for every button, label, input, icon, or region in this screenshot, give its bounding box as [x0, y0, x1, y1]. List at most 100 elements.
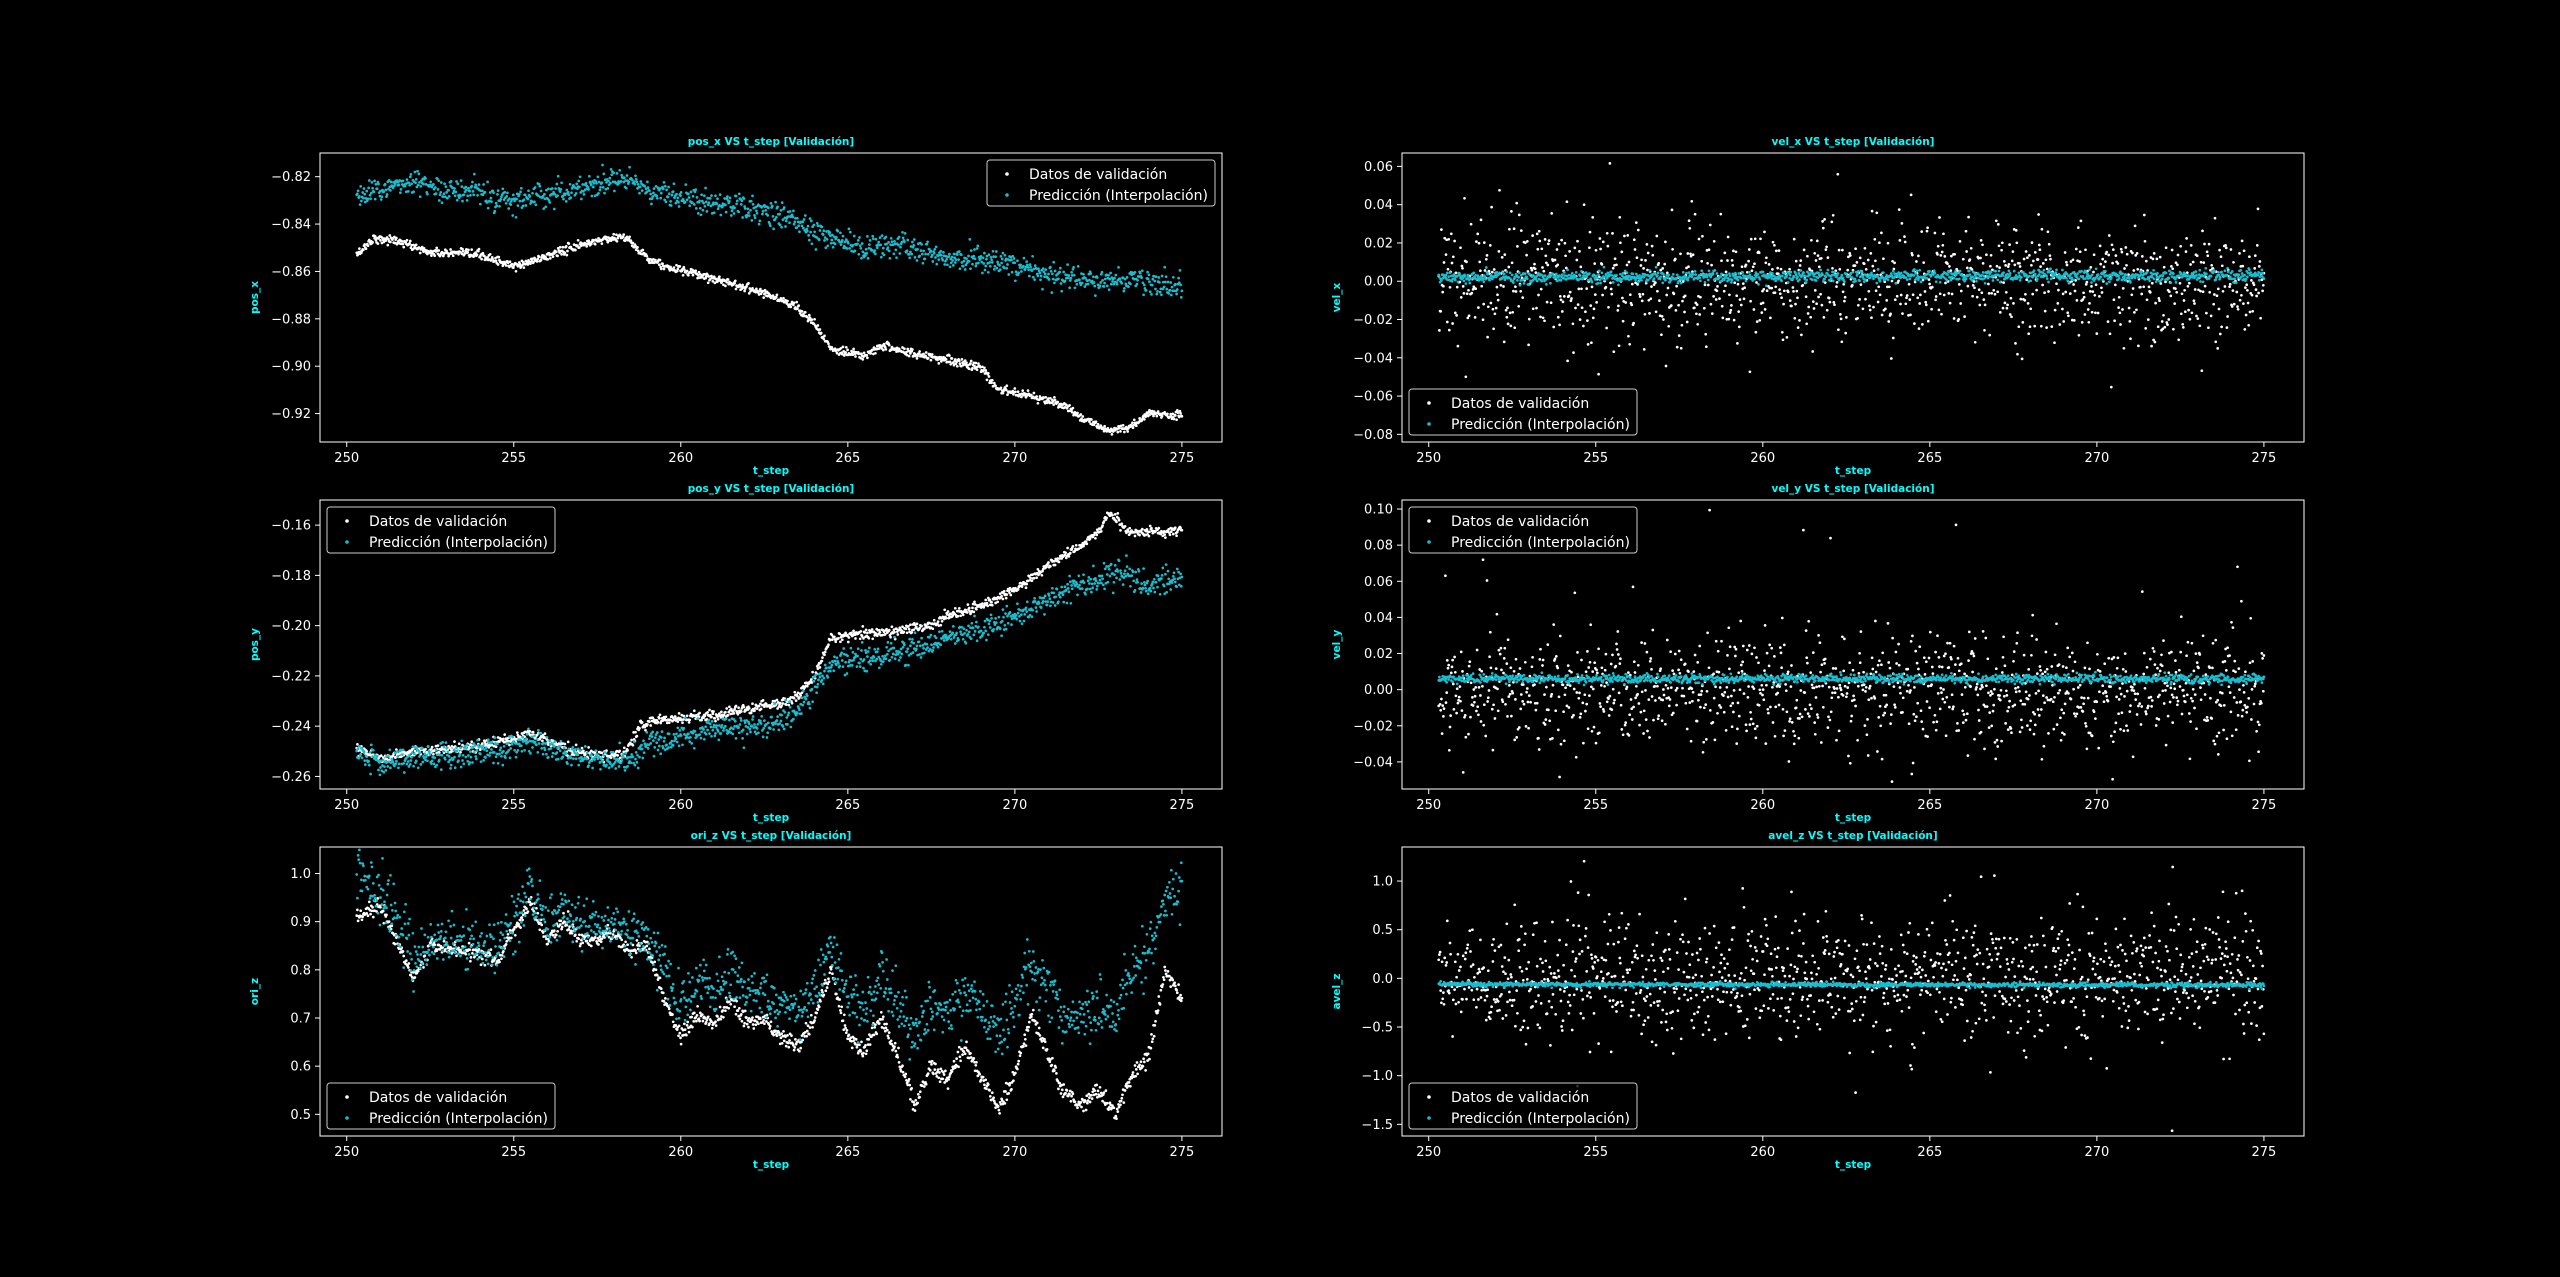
data-point [1845, 272, 1848, 276]
data-point [2024, 250, 2028, 253]
data-point [992, 268, 996, 271]
data-point [2045, 274, 2048, 278]
data-point [851, 244, 855, 247]
data-point [1741, 271, 1745, 274]
data-point [1926, 226, 1929, 230]
data-point [1441, 276, 1445, 280]
data-point [1748, 273, 1752, 277]
data-point [825, 238, 829, 241]
data-point [2102, 272, 2105, 276]
data-point [815, 221, 819, 225]
data-point [1933, 231, 1937, 235]
data-point [1754, 330, 1758, 334]
data-point [1899, 271, 1903, 275]
data-point [983, 251, 986, 255]
data-point [2088, 268, 2091, 272]
data-point [1451, 255, 1455, 259]
data-point [460, 185, 464, 188]
data-point [1175, 418, 1178, 422]
data-point [2108, 332, 2112, 336]
data-point [815, 236, 818, 239]
data-point [471, 190, 475, 193]
data-point [362, 196, 365, 200]
data-point [2170, 265, 2173, 268]
data-point [969, 362, 972, 365]
data-point [548, 257, 552, 260]
data-point [757, 222, 761, 226]
data-point [1826, 268, 1830, 272]
data-point [2092, 279, 2096, 282]
data-point [1126, 430, 1130, 433]
data-point [791, 215, 795, 219]
data-point [859, 356, 863, 360]
data-point [551, 192, 555, 196]
data-point [649, 192, 653, 196]
data-point [2087, 320, 2091, 324]
data-point [1771, 272, 1774, 275]
data-point [1477, 241, 1481, 245]
data-point [601, 163, 604, 167]
data-point [2223, 269, 2227, 273]
data-point [2006, 303, 2009, 307]
data-point [912, 238, 916, 241]
data-point [1525, 240, 1529, 243]
data-point [1853, 264, 1857, 267]
data-point [958, 362, 962, 365]
data-point [1830, 220, 1834, 224]
data-point [829, 241, 833, 245]
data-point [648, 197, 652, 201]
data-point [432, 183, 435, 186]
data-point [1855, 261, 1859, 264]
data-point [733, 206, 736, 210]
chart-vel_x: vel_x VS t_step [Validación]250 255 260 265… [1331, 136, 2305, 477]
data-point [358, 195, 361, 198]
data-point [1150, 293, 1153, 296]
data-point [1617, 279, 1621, 282]
data-point [2201, 229, 2204, 233]
data-point [414, 181, 417, 185]
data-point [1825, 308, 1829, 312]
data-point [2079, 219, 2083, 223]
data-point [821, 233, 825, 236]
data-point [1760, 311, 1764, 314]
data-point [624, 179, 627, 182]
data-point [1728, 293, 1731, 297]
data-point [2198, 324, 2202, 328]
data-point [1120, 281, 1124, 285]
data-point [1030, 269, 1034, 272]
data-point [926, 252, 930, 256]
data-point [1661, 281, 1665, 285]
data-point [646, 180, 649, 184]
data-point [661, 262, 664, 266]
data-point [2155, 257, 2159, 261]
data-point [1598, 278, 1602, 282]
legend-label-prediction: Predicción (Interpolación) [1029, 188, 1208, 204]
data-point [797, 224, 801, 228]
data-point [1178, 409, 1182, 413]
data-point [1502, 285, 1505, 288]
data-point [657, 263, 661, 267]
data-point [1924, 300, 1928, 304]
data-point [395, 236, 398, 240]
data-point [1827, 296, 1831, 300]
data-point [1148, 408, 1151, 412]
data-point [1894, 281, 1898, 285]
data-point [948, 354, 951, 357]
data-point [1820, 303, 1824, 307]
data-point [1521, 272, 1525, 276]
data-point [1607, 305, 1610, 309]
data-point [1479, 269, 1482, 273]
data-point [1478, 260, 1482, 264]
data-point [646, 186, 650, 189]
data-point [635, 180, 639, 184]
data-point [1666, 276, 1670, 279]
data-point [724, 203, 727, 207]
data-point [1813, 272, 1817, 275]
data-point [1464, 282, 1468, 285]
data-point [1811, 300, 1815, 303]
data-point [1468, 281, 1472, 285]
data-point [826, 244, 830, 248]
data-point [1458, 280, 1462, 284]
data-point [475, 253, 479, 257]
data-point [556, 194, 559, 197]
